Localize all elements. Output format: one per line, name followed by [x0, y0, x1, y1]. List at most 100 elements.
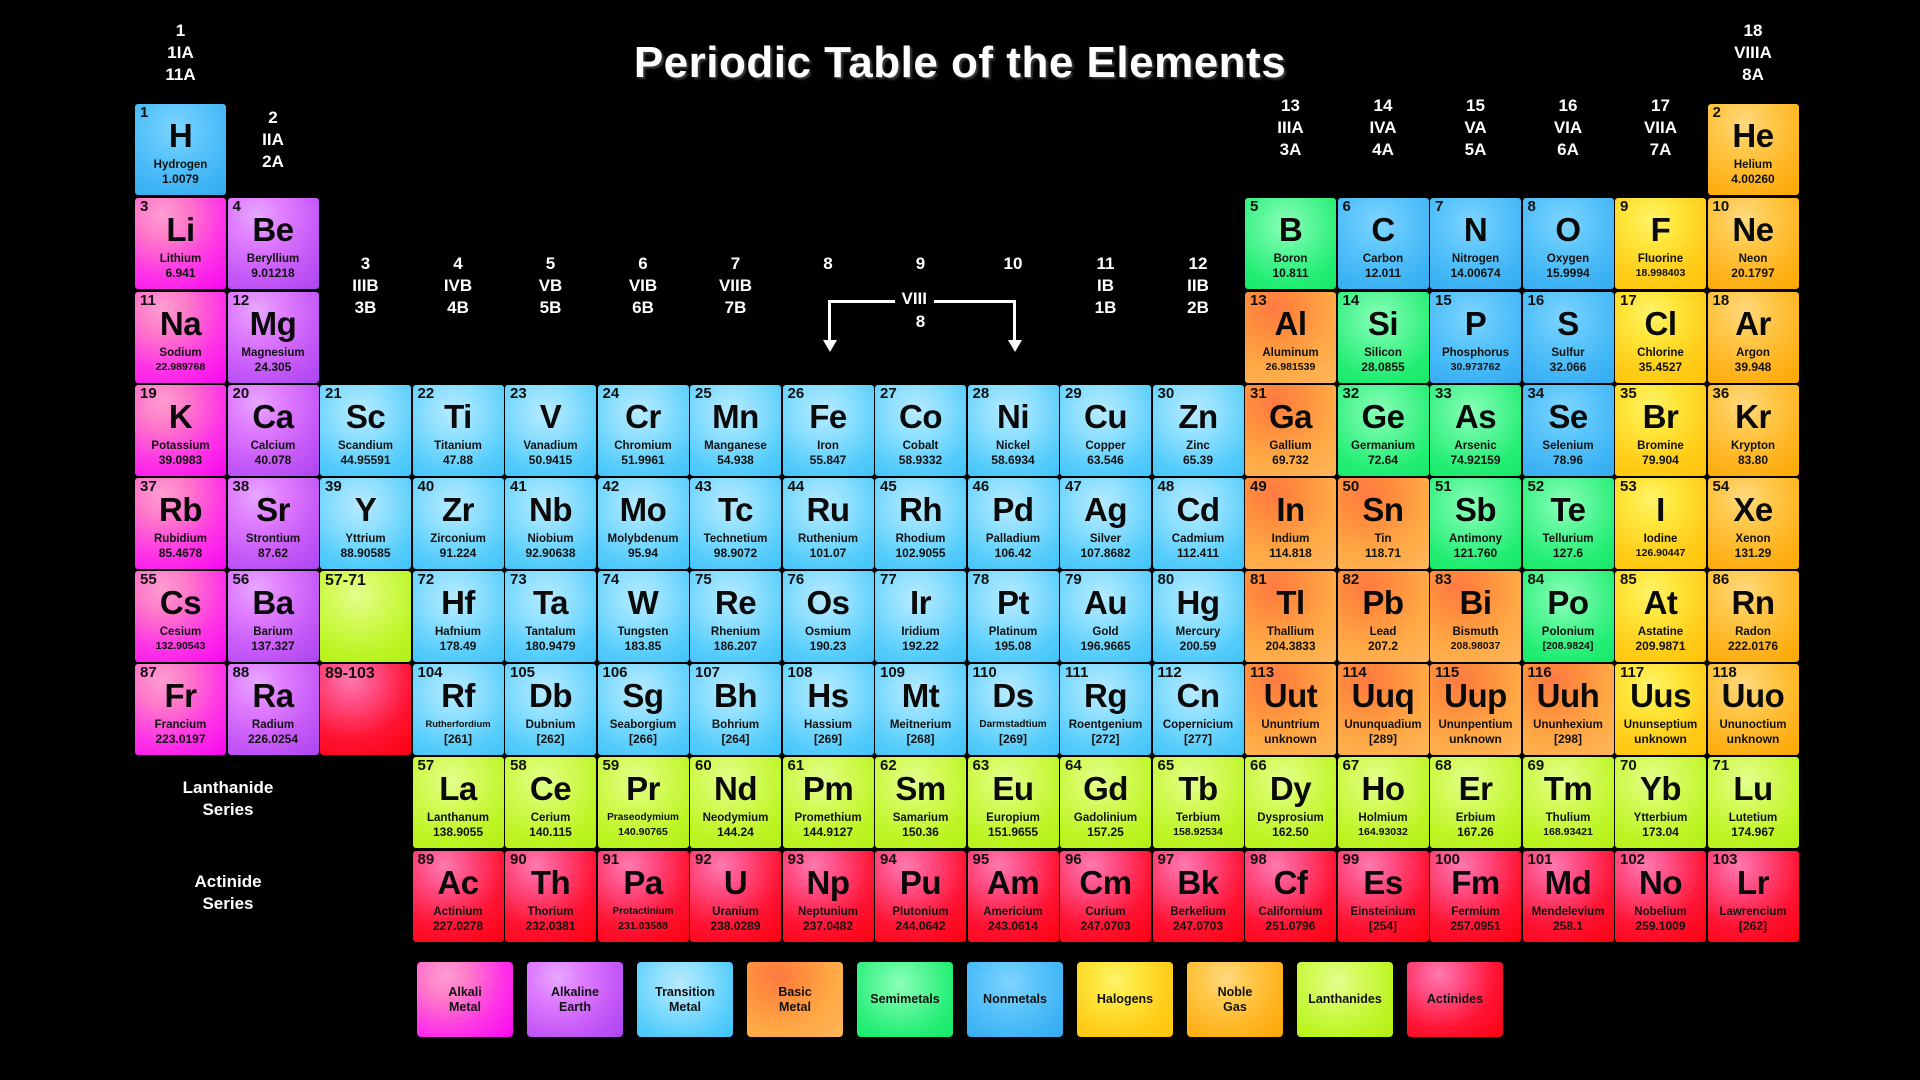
element-cell-Uuh[interactable]: 116 Uuh Ununhexium [298]: [1522, 664, 1614, 755]
element-cell-Ra[interactable]: 88 Ra Radium 226.0254: [227, 664, 319, 755]
legend-item-basic[interactable]: Basic Metal: [747, 962, 843, 1037]
element-cell-Cn[interactable]: 112 Cn Copernicium [277]: [1152, 664, 1244, 755]
element-cell-Os[interactable]: 76 Os Osmium 190.23: [782, 571, 874, 662]
element-cell-Dy[interactable]: 66 Dy Dysprosium 162.50: [1245, 757, 1336, 848]
element-cell-P[interactable]: 15 P Phosphorus 30.973762: [1430, 292, 1521, 383]
legend-item-noble[interactable]: Noble Gas: [1187, 962, 1283, 1037]
element-cell-Pr[interactable]: 59 Pr Praseodymium 140.90765: [597, 757, 689, 848]
element-cell-Pd[interactable]: 46 Pd Palladium 106.42: [967, 478, 1059, 569]
element-cell-Yb[interactable]: 70 Yb Ytterbium 173.04: [1615, 757, 1706, 848]
element-cell-Tb[interactable]: 65 Tb Terbium 158.92534: [1152, 757, 1244, 848]
element-cell-Al[interactable]: 13 Al Aluminum 26.981539: [1245, 292, 1336, 383]
element-cell-Zr[interactable]: 40 Zr Zirconium 91.224: [412, 478, 504, 569]
element-cell-Rg[interactable]: 111 Rg Roentgenium [272]: [1060, 664, 1151, 755]
legend-item-halogen[interactable]: Halogens: [1077, 962, 1173, 1037]
element-cell-Hf[interactable]: 72 Hf Hafnium 178.49: [412, 571, 504, 662]
element-cell-Fr[interactable]: 87 Fr Francium 223.0197: [135, 664, 226, 755]
element-cell-Sr[interactable]: 38 Sr Strontium 87.62: [227, 478, 319, 569]
element-cell-Sm[interactable]: 62 Sm Samarium 150.36: [875, 757, 966, 848]
element-cell-Y[interactable]: 39 Y Yttrium 88.90585: [320, 478, 411, 569]
element-cell-Hg[interactable]: 80 Hg Mercury 200.59: [1152, 571, 1244, 662]
element-cell-Cu[interactable]: 29 Cu Copper 63.546: [1060, 385, 1151, 476]
element-cell-Uus[interactable]: 117 Uus Ununseptium unknown: [1615, 664, 1706, 755]
element-range-cell-57-71[interactable]: 57-71: [320, 571, 411, 662]
element-cell-Rb[interactable]: 37 Rb Rubidium 85.4678: [135, 478, 226, 569]
element-cell-C[interactable]: 6 C Carbon 12.011: [1337, 198, 1429, 289]
element-cell-Cr[interactable]: 24 Cr Chromium 51.9961: [597, 385, 689, 476]
element-cell-Cf[interactable]: 98 Cf Californium 251.0796: [1245, 851, 1336, 942]
element-cell-Am[interactable]: 95 Am Americium 243.0614: [967, 851, 1059, 942]
element-cell-Be[interactable]: 4 Be Beryllium 9.01218: [227, 198, 319, 289]
element-cell-Sn[interactable]: 50 Sn Tin 118.71: [1337, 478, 1429, 569]
element-cell-Tm[interactable]: 69 Tm Thulium 168.93421: [1522, 757, 1614, 848]
element-cell-Li[interactable]: 3 Li Lithium 6.941: [135, 198, 226, 289]
element-cell-Sb[interactable]: 51 Sb Antimony 121.760: [1430, 478, 1521, 569]
element-cell-Ce[interactable]: 58 Ce Cerium 140.115: [505, 757, 596, 848]
element-cell-Ba[interactable]: 56 Ba Barium 137.327: [227, 571, 319, 662]
element-cell-Xe[interactable]: 54 Xe Xenon 131.29: [1707, 478, 1799, 569]
element-cell-Ti[interactable]: 22 Ti Titanium 47.88: [412, 385, 504, 476]
element-cell-I[interactable]: 53 I Iodine 126.90447: [1615, 478, 1706, 569]
element-cell-V[interactable]: 23 V Vanadium 50.9415: [505, 385, 596, 476]
element-cell-Tl[interactable]: 81 Tl Thallium 204.3833: [1245, 571, 1336, 662]
element-cell-Kr[interactable]: 36 Kr Krypton 83.80: [1707, 385, 1799, 476]
element-cell-Cs[interactable]: 55 Cs Cesium 132.90543: [135, 571, 226, 662]
element-cell-O[interactable]: 8 O Oxygen 15.9994: [1522, 198, 1614, 289]
element-cell-Se[interactable]: 34 Se Selenium 78.96: [1522, 385, 1614, 476]
element-cell-Md[interactable]: 101 Md Mendelevium 258.1: [1522, 851, 1614, 942]
element-cell-Pm[interactable]: 61 Pm Promethium 144.9127: [782, 757, 874, 848]
element-cell-Th[interactable]: 90 Th Thorium 232.0381: [505, 851, 596, 942]
legend-item-nonmetal[interactable]: Nonmetals: [967, 962, 1063, 1037]
element-cell-Fe[interactable]: 26 Fe Iron 55.847: [782, 385, 874, 476]
element-cell-Na[interactable]: 11 Na Sodium 22.989768: [135, 292, 226, 383]
element-cell-Cl[interactable]: 17 Cl Chlorine 35.4527: [1615, 292, 1706, 383]
element-cell-Ni[interactable]: 28 Ni Nickel 58.6934: [967, 385, 1059, 476]
element-cell-Rh[interactable]: 45 Rh Rhodium 102.9055: [875, 478, 966, 569]
element-cell-Pt[interactable]: 78 Pt Platinum 195.08: [967, 571, 1059, 662]
element-cell-Ag[interactable]: 47 Ag Silver 107.8682: [1060, 478, 1151, 569]
element-range-cell-89-103[interactable]: 89-103: [320, 664, 411, 755]
element-cell-Zn[interactable]: 30 Zn Zinc 65.39: [1152, 385, 1244, 476]
element-cell-Br[interactable]: 35 Br Bromine 79.904: [1615, 385, 1706, 476]
element-cell-In[interactable]: 49 In Indium 114.818: [1245, 478, 1336, 569]
legend-item-alkaline[interactable]: Alkaline Earth: [527, 962, 623, 1037]
element-cell-Pb[interactable]: 82 Pb Lead 207.2: [1337, 571, 1429, 662]
element-cell-Uuo[interactable]: 118 Uuo Ununoctium unknown: [1707, 664, 1799, 755]
element-cell-Ar[interactable]: 18 Ar Argon 39.948: [1707, 292, 1799, 383]
legend-item-semimetal[interactable]: Semimetals: [857, 962, 953, 1037]
element-cell-Tc[interactable]: 43 Tc Technetium 98.9072: [690, 478, 781, 569]
element-cell-Nd[interactable]: 60 Nd Neodymium 144.24: [690, 757, 781, 848]
element-cell-Ho[interactable]: 67 Ho Holmium 164.93032: [1337, 757, 1429, 848]
element-cell-Cm[interactable]: 96 Cm Curium 247.0703: [1060, 851, 1151, 942]
element-cell-Hs[interactable]: 108 Hs Hassium [269]: [782, 664, 874, 755]
element-cell-Ac[interactable]: 89 Ac Actinium 227.0278: [412, 851, 504, 942]
element-cell-Sc[interactable]: 21 Sc Scandium 44.95591: [320, 385, 411, 476]
element-cell-Ir[interactable]: 77 Ir Iridium 192.22: [875, 571, 966, 662]
element-cell-Er[interactable]: 68 Er Erbium 167.26: [1430, 757, 1521, 848]
element-cell-Re[interactable]: 75 Re Rhenium 186.207: [690, 571, 781, 662]
element-cell-La[interactable]: 57 La Lanthanum 138.9055: [412, 757, 504, 848]
element-cell-At[interactable]: 85 At Astatine 209.9871: [1615, 571, 1706, 662]
element-cell-Fm[interactable]: 100 Fm Fermium 257.0951: [1430, 851, 1521, 942]
element-cell-Ga[interactable]: 31 Ga Gallium 69.732: [1245, 385, 1336, 476]
element-cell-K[interactable]: 19 K Potassium 39.0983: [135, 385, 226, 476]
element-cell-Rn[interactable]: 86 Rn Radon 222.0176: [1707, 571, 1799, 662]
element-cell-Bi[interactable]: 83 Bi Bismuth 208.98037: [1430, 571, 1521, 662]
element-cell-Ds[interactable]: 110 Ds Darmstadtium [269]: [967, 664, 1059, 755]
element-cell-Np[interactable]: 93 Np Neptunium 237.0482: [782, 851, 874, 942]
legend-item-transition[interactable]: Transition Metal: [637, 962, 733, 1037]
legend-item-alkali[interactable]: Alkali Metal: [417, 962, 513, 1037]
element-cell-Lr[interactable]: 103 Lr Lawrencium [262]: [1707, 851, 1799, 942]
element-cell-Bh[interactable]: 107 Bh Bohrium [264]: [690, 664, 781, 755]
element-cell-Te[interactable]: 52 Te Tellurium 127.6: [1522, 478, 1614, 569]
element-cell-Ta[interactable]: 73 Ta Tantalum 180.9479: [505, 571, 596, 662]
element-cell-As[interactable]: 33 As Arsenic 74.92159: [1430, 385, 1521, 476]
element-cell-Ru[interactable]: 44 Ru Ruthenium 101.07: [782, 478, 874, 569]
element-cell-Si[interactable]: 14 Si Silicon 28.0855: [1337, 292, 1429, 383]
element-cell-Mt[interactable]: 109 Mt Meitnerium [268]: [875, 664, 966, 755]
element-cell-Uuq[interactable]: 114 Uuq Ununquadium [289]: [1337, 664, 1429, 755]
element-cell-Nb[interactable]: 41 Nb Niobium 92.90638: [505, 478, 596, 569]
element-cell-Po[interactable]: 84 Po Polonium [208.9824]: [1522, 571, 1614, 662]
element-cell-Bk[interactable]: 97 Bk Berkelium 247.0703: [1152, 851, 1244, 942]
element-cell-Lu[interactable]: 71 Lu Lutetium 174.967: [1707, 757, 1799, 848]
